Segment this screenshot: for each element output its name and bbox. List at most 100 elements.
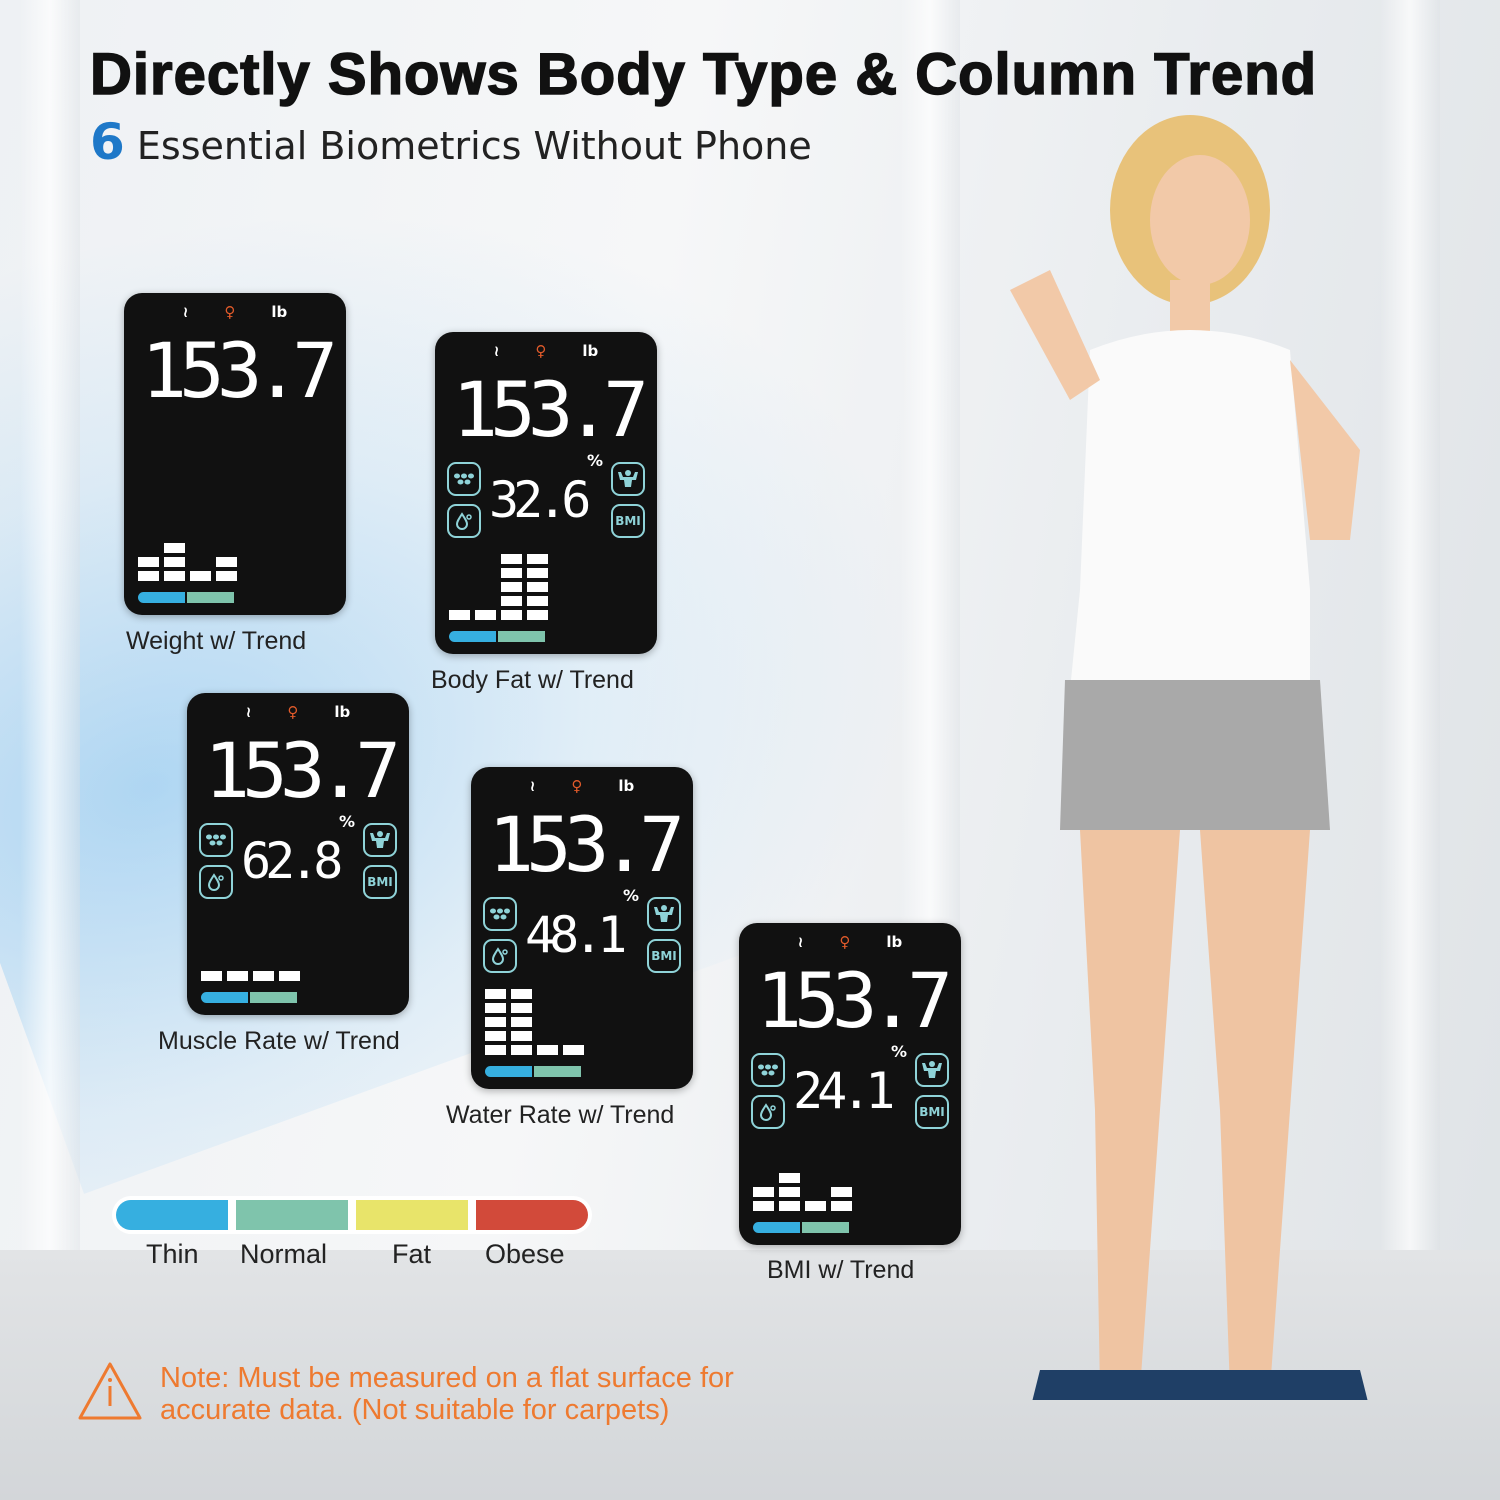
weight-value: 153.7 <box>452 365 649 454</box>
body-type-indicator <box>138 592 234 603</box>
trend-segment <box>501 596 522 606</box>
trend-segment <box>511 1031 532 1041</box>
trend-column <box>279 971 300 981</box>
body-type-indicator <box>485 1066 581 1077</box>
body-fat-icon <box>751 1053 785 1087</box>
body-type-indicator <box>201 992 297 1003</box>
indicator-normal <box>187 592 234 603</box>
trend-column <box>485 989 506 1055</box>
body-fat-icon <box>199 823 233 857</box>
water-drop-icon <box>751 1095 785 1129</box>
trend-columns <box>753 1173 852 1211</box>
indicator-thin <box>753 1222 800 1233</box>
trend-column <box>449 610 470 620</box>
trend-segment <box>485 1017 506 1027</box>
trend-column <box>537 1045 558 1055</box>
female-icon: ♀ <box>224 303 236 321</box>
trend-column <box>201 971 222 981</box>
headline: Directly Shows Body Type & Column Trend <box>89 41 1318 108</box>
unit-label: lb <box>618 777 635 795</box>
indicator-normal <box>498 631 545 642</box>
trend-column <box>511 989 532 1055</box>
trend-segment <box>501 568 522 578</box>
percent-label: % <box>587 451 604 470</box>
trend-column <box>253 971 274 981</box>
trend-segment <box>831 1187 852 1197</box>
user-icon: ≀ <box>797 933 804 951</box>
trend-segment <box>253 971 274 981</box>
trend-column <box>805 1201 826 1211</box>
note-line-2: accurate data. (Not suitable for carpets… <box>160 1394 670 1426</box>
percent-label: % <box>339 812 356 831</box>
trend-segment <box>485 1031 506 1041</box>
trend-column <box>563 1045 584 1055</box>
trend-segment <box>527 568 548 578</box>
trend-segment <box>779 1173 800 1183</box>
user-icon: ≀ <box>182 303 189 321</box>
trend-segment <box>511 1017 532 1027</box>
trend-segment <box>501 554 522 564</box>
status-row: ≀ ♀ lb <box>471 775 693 797</box>
unit-label: lb <box>271 303 288 321</box>
trend-segment <box>216 571 237 581</box>
weight-value: 153.7 <box>204 726 401 815</box>
trend-segment <box>138 571 159 581</box>
unit-label: lb <box>886 933 903 951</box>
trend-column <box>164 543 185 581</box>
metric-value: 32.6 <box>489 471 591 529</box>
weight-value: 153.7 <box>756 956 953 1045</box>
trend-segment <box>527 582 548 592</box>
trend-column <box>527 554 548 620</box>
trend-column <box>475 610 496 620</box>
trend-segment <box>511 989 532 999</box>
water-drop-icon <box>199 865 233 899</box>
sub-text: Essential Biometrics Without Phone <box>136 124 812 168</box>
trend-columns <box>138 543 237 581</box>
trend-column <box>779 1173 800 1211</box>
trend-column <box>501 554 522 620</box>
legend-normal-swatch <box>236 1200 348 1230</box>
metric-value: 62.8 <box>241 832 343 890</box>
user-icon: ≀ <box>245 703 252 721</box>
indicator-thin <box>138 592 185 603</box>
indicator-thin <box>201 992 248 1003</box>
trend-segment <box>138 557 159 567</box>
panel-caption: Water Rate w/ Trend <box>446 1101 675 1129</box>
warning-icon <box>78 1362 142 1420</box>
subheadline: 6 Essential Biometrics Without Phone <box>90 114 812 174</box>
user-icon: ≀ <box>493 342 500 360</box>
trend-segment <box>753 1201 774 1211</box>
weight-value: 153.7 <box>488 800 685 889</box>
trend-segment <box>501 582 522 592</box>
status-row: ≀ ♀ lb <box>187 701 409 723</box>
trend-segment <box>164 543 185 553</box>
body-type-legend-bar <box>112 1196 592 1234</box>
bmi-icon: BMI <box>647 939 681 973</box>
legend-label-normal: Normal <box>240 1239 328 1269</box>
status-row: ≀ ♀ lb <box>435 340 657 362</box>
trend-segment <box>501 610 522 620</box>
bmi-icon: BMI <box>611 504 645 538</box>
panel-caption: Weight w/ Trend <box>126 627 307 655</box>
trend-column <box>190 571 211 581</box>
unit-label: lb <box>334 703 351 721</box>
trend-segment <box>563 1045 584 1055</box>
metric-value: 24.1 <box>793 1062 895 1120</box>
trend-segment <box>779 1201 800 1211</box>
scale-display-panel: ≀ ♀ lb 153.7 24.1 % BMI <box>739 923 961 1245</box>
trend-segment <box>164 557 185 567</box>
trend-segment <box>511 1003 532 1013</box>
scale-display-panel: ≀ ♀ lb 153.7 32.6 % BMI <box>435 332 657 654</box>
panel-caption: Body Fat w/ Trend <box>431 666 634 694</box>
curtain <box>1380 0 1440 1250</box>
panel-caption: BMI w/ Trend <box>767 1256 915 1284</box>
indicator-thin <box>449 631 496 642</box>
female-icon: ♀ <box>535 342 547 360</box>
trend-segment <box>190 571 211 581</box>
sub-number: 6 <box>90 113 125 171</box>
muscle-icon <box>915 1053 949 1087</box>
trend-column <box>216 557 237 581</box>
legend-obese-swatch <box>476 1200 588 1230</box>
indicator-thin <box>485 1066 532 1077</box>
female-icon: ♀ <box>839 933 851 951</box>
